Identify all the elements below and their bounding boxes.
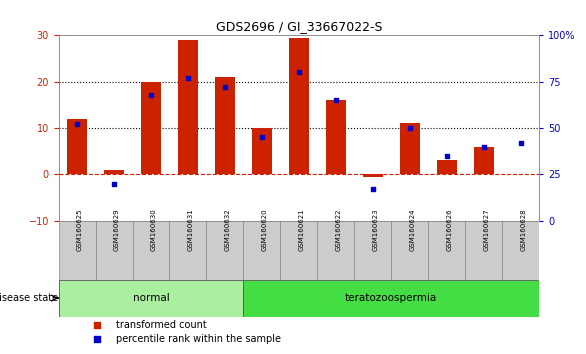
Text: GSM160625: GSM160625	[77, 208, 83, 251]
Text: GSM160624: GSM160624	[410, 208, 415, 251]
Text: percentile rank within the sample: percentile rank within the sample	[116, 334, 281, 344]
Text: teratozoospermia: teratozoospermia	[345, 293, 437, 303]
Bar	[206, 221, 243, 280]
Bar	[428, 221, 465, 280]
Text: GSM160629: GSM160629	[114, 208, 120, 251]
Point	[146, 92, 156, 97]
Bar	[355, 221, 391, 280]
Point	[257, 135, 267, 140]
Text: GSM160622: GSM160622	[336, 208, 342, 251]
Point	[73, 121, 82, 127]
Bar	[502, 221, 539, 280]
Bar	[280, 221, 318, 280]
Bar	[178, 40, 198, 174]
Point	[479, 144, 488, 149]
Text: disease state: disease state	[0, 293, 58, 303]
Bar	[363, 174, 383, 177]
Text: GSM160630: GSM160630	[151, 208, 157, 251]
Text: GSM160632: GSM160632	[225, 208, 231, 251]
Point	[183, 75, 193, 81]
Bar	[465, 221, 502, 280]
Point	[294, 70, 304, 75]
Bar	[214, 77, 235, 174]
Bar	[96, 221, 132, 280]
Bar	[289, 38, 309, 174]
Bar	[318, 221, 355, 280]
Text: GSM160620: GSM160620	[262, 208, 268, 251]
Bar	[400, 124, 420, 174]
Point	[110, 181, 119, 187]
Bar	[104, 170, 124, 174]
Text: GSM160627: GSM160627	[483, 208, 490, 251]
Text: GSM160621: GSM160621	[299, 208, 305, 251]
Bar	[243, 280, 539, 316]
Point	[220, 85, 230, 90]
Bar	[132, 221, 169, 280]
Point	[368, 186, 377, 192]
Text: GSM160626: GSM160626	[447, 208, 453, 251]
Text: transformed count: transformed count	[116, 320, 207, 330]
Point	[405, 125, 414, 131]
Text: normal: normal	[132, 293, 169, 303]
Text: GSM160628: GSM160628	[520, 208, 527, 251]
Bar	[437, 160, 457, 174]
Point	[516, 140, 525, 145]
Point	[331, 97, 340, 103]
Bar	[326, 100, 346, 174]
Bar	[473, 147, 494, 174]
Bar	[391, 221, 428, 280]
Bar	[252, 128, 272, 174]
Bar	[59, 280, 243, 316]
Text: GSM160631: GSM160631	[188, 208, 194, 251]
Point	[442, 153, 451, 159]
Bar	[59, 221, 96, 280]
Text: GSM160623: GSM160623	[373, 208, 379, 251]
Bar	[169, 221, 206, 280]
Bar	[67, 119, 87, 174]
Title: GDS2696 / GI_33667022-S: GDS2696 / GI_33667022-S	[216, 20, 382, 33]
Bar	[141, 82, 161, 174]
Bar	[243, 221, 280, 280]
